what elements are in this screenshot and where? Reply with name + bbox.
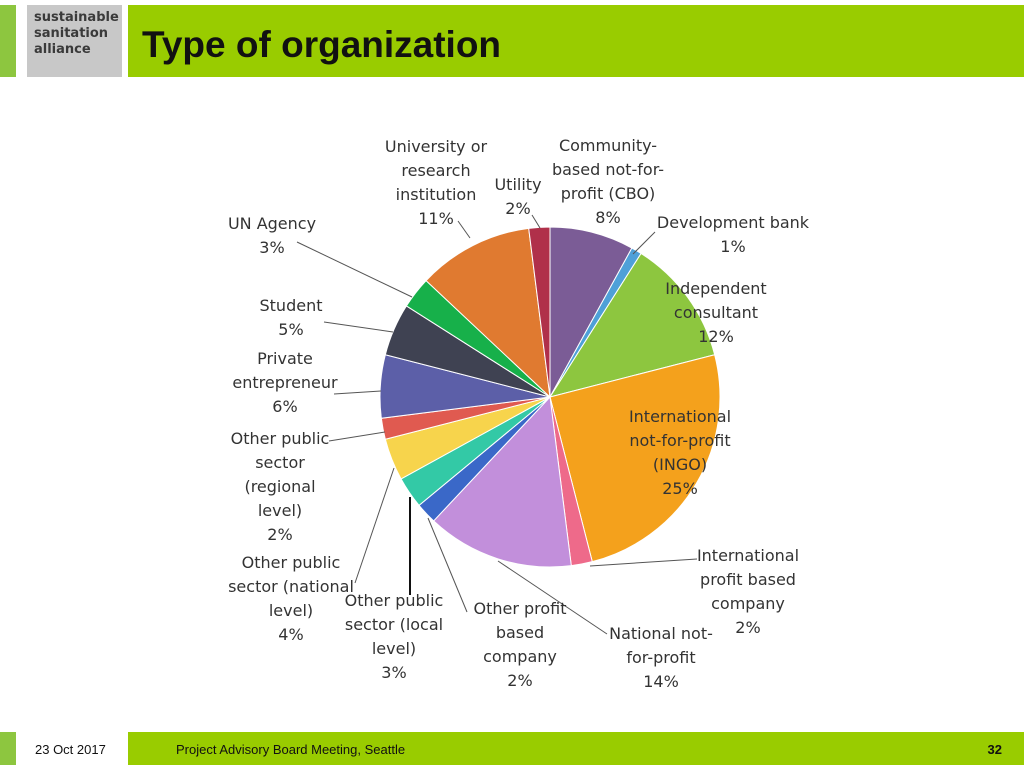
slice-label-7: Other public sector (local level) 3% (345, 591, 444, 682)
slice-label-10: Private entrepreneur 6% (232, 349, 338, 416)
leader-line-6 (427, 517, 468, 613)
logo-line: alliance (34, 42, 91, 57)
footer-meeting: Project Advisory Board Meeting, Seattle (176, 742, 406, 757)
footer-bar: Project Advisory Board Meeting, Seattle … (128, 732, 1024, 765)
page-number: 32 (987, 742, 1002, 757)
slice-label-13: University or research institution 11% (385, 137, 488, 228)
slice-label-8: Other public sector (national level) 4% (228, 553, 354, 644)
leader-line-11 (323, 321, 394, 333)
slice-label-5: National not-for-profit 14% (609, 624, 713, 691)
pie-slice-2 (548, 252, 716, 398)
slice-label-1: Development bank 1% (657, 213, 810, 256)
footer-accent-bar (0, 732, 16, 765)
logo: sustainable sanitation alliance (27, 5, 122, 77)
leader-line-5 (497, 560, 608, 635)
leader-line-4 (589, 558, 698, 567)
slice-label-2: Independent consultant 12% (665, 279, 766, 346)
footer-date: 23 Oct 2017 (35, 742, 106, 757)
logo-line: sustainable (34, 10, 119, 25)
slice-label-0: Community-based not-for-profit (CBO) 8% (552, 136, 664, 227)
footer-date-box: 23 Oct 2017 (27, 732, 127, 765)
pie-slice-13 (425, 227, 551, 399)
leader-line-13 (457, 220, 471, 239)
slice-label-11: Student 5% (260, 296, 323, 339)
leader-line-12 (296, 241, 413, 298)
slice-label-14: Utility 2% (494, 175, 541, 218)
logo-line: sanitation (34, 26, 109, 41)
slice-label-4: International profit based company 2% (697, 546, 799, 637)
leader-line-1 (632, 231, 656, 255)
header-accent-bar (0, 5, 16, 77)
leader-line-8 (354, 467, 395, 584)
pie-slice-5 (432, 395, 572, 568)
leader-line-9 (328, 431, 386, 442)
leader-line-14 (531, 214, 541, 229)
leader-line-10 (333, 390, 382, 395)
slice-label-3: International not-for-profit (INGO) 25% (629, 407, 731, 498)
slice-label-12: UN Agency 3% (228, 214, 316, 257)
page-title: Type of organization (142, 24, 502, 65)
slice-label-9: Other public sector (regional level) 2% (231, 429, 330, 544)
slice-label-6: Other profit based company 2% (473, 599, 566, 690)
pie-slice-3 (549, 354, 721, 563)
header-bar: Type of organization (128, 5, 1024, 77)
